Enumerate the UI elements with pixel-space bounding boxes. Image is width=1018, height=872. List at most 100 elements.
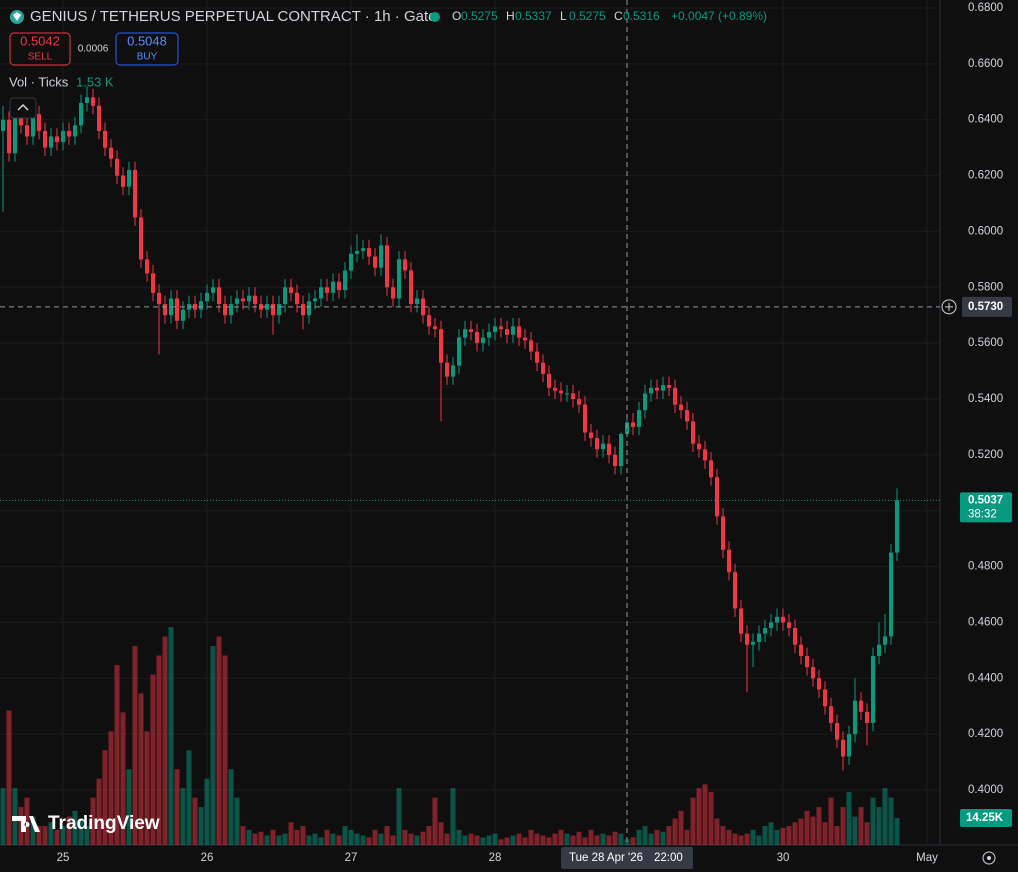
ohlc-value: 0.5337 <box>515 9 552 23</box>
volume-bar <box>114 665 120 845</box>
candle-body <box>787 622 791 629</box>
volume-bar <box>654 829 660 845</box>
candle-body <box>583 404 587 433</box>
volume-pane <box>0 627 900 845</box>
candle-body <box>67 130 71 137</box>
crosshair-price-tag <box>962 296 1012 317</box>
candle-body <box>307 301 311 316</box>
volume-bar <box>528 829 534 845</box>
candle-body <box>337 281 341 291</box>
volume-bar <box>6 710 12 845</box>
volume-bar <box>642 826 648 845</box>
volume-bar <box>318 837 324 845</box>
buy-button[interactable] <box>115 32 179 66</box>
candle-body <box>37 114 41 131</box>
candle-body <box>763 628 767 634</box>
change-pct: (+0.89%) <box>718 9 767 23</box>
candle-body <box>115 158 119 176</box>
candle-body <box>643 393 647 411</box>
candle-body <box>193 304 197 310</box>
candle-body <box>829 706 833 723</box>
volume-bar <box>846 791 852 845</box>
last-price-label: 0.5037 <box>968 494 1003 506</box>
candle-body <box>19 114 23 126</box>
candle-body <box>715 477 719 517</box>
x-tick-label: 27 <box>345 852 358 864</box>
y-tick-label: 0.4800 <box>968 561 1003 573</box>
x-tick-label: May <box>916 852 938 864</box>
volume-bar <box>78 818 84 845</box>
candle-body <box>73 125 77 137</box>
candle-body <box>679 404 683 411</box>
candle-body <box>241 298 245 302</box>
volume-bar <box>282 833 288 845</box>
volume-bar <box>420 831 426 845</box>
ohlc-key: L <box>560 9 567 23</box>
volume-bar <box>600 833 606 845</box>
candle-body <box>139 217 143 260</box>
candle-body <box>97 105 101 131</box>
candle-body <box>541 362 545 374</box>
volume-bar <box>888 797 894 845</box>
ohlc-value: 0.5316 <box>623 9 660 23</box>
candle-body <box>883 636 887 645</box>
candle-body <box>289 287 293 293</box>
spread: 0.0006 <box>78 44 109 55</box>
volume-bar <box>450 788 456 845</box>
candle-body <box>865 711 869 723</box>
volume-bar <box>324 829 330 845</box>
volume-bar <box>648 833 654 845</box>
volume-bar <box>768 822 774 845</box>
candle-body <box>745 633 749 645</box>
volume-bar <box>402 829 408 845</box>
volume-bar <box>516 833 522 845</box>
volume-bar <box>576 831 582 845</box>
y-tick-label: 0.6000 <box>968 225 1003 237</box>
collapse-button[interactable] <box>9 97 37 119</box>
volume-bar <box>618 833 624 845</box>
candle-body <box>889 552 893 637</box>
candle-body <box>61 130 65 143</box>
y-tick-label: 0.5400 <box>968 393 1003 405</box>
candle-body <box>739 608 743 634</box>
volume-bar <box>0 788 6 845</box>
symbol-icon-gem <box>13 12 21 21</box>
candle-body <box>517 326 521 338</box>
volume-bar <box>570 835 576 845</box>
volume-bar <box>792 822 798 845</box>
volume-bar <box>312 833 318 845</box>
candle-body <box>361 248 365 251</box>
buy-price: 0.5048 <box>127 33 167 48</box>
candle-body <box>709 460 713 478</box>
volume-bar <box>294 829 300 845</box>
sell-button[interactable] <box>9 32 71 66</box>
y-tick-label: 0.5200 <box>968 449 1003 461</box>
candle-body <box>85 97 89 103</box>
settings-icon[interactable] <box>982 851 996 865</box>
volume-bar <box>240 826 246 845</box>
volume-bar <box>288 822 294 845</box>
volume-bar <box>564 833 570 845</box>
volume-bar <box>102 750 108 845</box>
candle-body <box>475 331 479 344</box>
candle-body <box>175 298 179 321</box>
volume-bar <box>168 627 174 845</box>
y-tick-label: 0.4600 <box>968 616 1003 628</box>
volume-bar <box>798 818 804 845</box>
volume-bar <box>438 822 444 845</box>
volume-bar <box>198 807 204 845</box>
volume-bar <box>480 837 486 845</box>
volume-bar <box>552 833 558 845</box>
volume-bar <box>894 818 900 845</box>
volume-bar <box>720 826 726 845</box>
volume-bar <box>348 829 354 845</box>
candle-body <box>205 292 209 302</box>
candle-body <box>313 298 317 302</box>
volume-bar <box>474 835 480 845</box>
candle-body <box>277 304 281 316</box>
candle-body <box>385 245 389 288</box>
candle-body <box>577 399 581 405</box>
volume-bar <box>840 807 846 845</box>
candle-body <box>691 421 695 444</box>
